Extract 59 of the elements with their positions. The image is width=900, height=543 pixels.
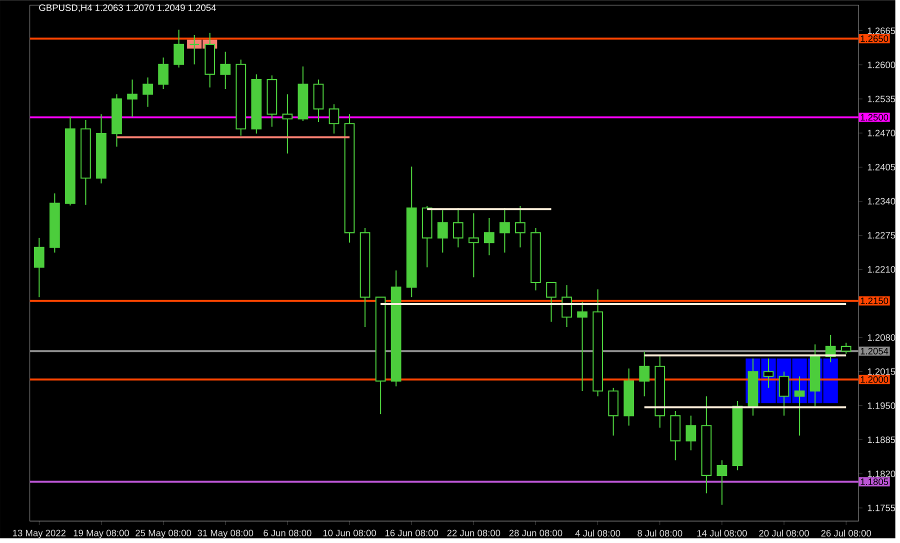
candlestick — [639, 351, 650, 398]
y-tick-label: 1.1885 — [868, 436, 896, 444]
candlestick — [142, 77, 153, 108]
y-tick-label: 1.2015 — [868, 368, 896, 376]
y-tick-label: 1.2470 — [868, 130, 896, 137]
candlestick — [220, 51, 231, 90]
x-tick-label: 26 Jul 08:00 — [821, 530, 872, 537]
candlestick — [686, 415, 696, 452]
candlestick — [34, 238, 44, 298]
candlestick — [778, 371, 790, 416]
ref-line-label: 1.1805 — [860, 478, 888, 486]
candlestick — [437, 210, 448, 254]
candlestick — [282, 94, 293, 154]
x-tick-label: 22 Jun 08:00 — [447, 530, 500, 537]
y-tick-label: 1.2665 — [868, 28, 896, 34]
x-tick-label: 6 Jun 08:00 — [264, 530, 312, 537]
candlestick — [328, 104, 340, 134]
candlestick — [546, 282, 556, 323]
candlestick — [500, 208, 510, 254]
x-tick-label: 19 May 08:00 — [74, 530, 129, 538]
chart-title: GBPUSD,H4 1.2063 1.2070 1.2049 1.2054 — [39, 4, 216, 12]
y-tick-label: 1.1950 — [868, 402, 896, 410]
candlestick — [468, 212, 479, 278]
y-tick-label: 1.1755 — [868, 504, 896, 512]
candlestick — [452, 208, 464, 248]
y-tick-label: 1.2600 — [868, 62, 896, 68]
candlestick — [577, 302, 588, 392]
ref-line-label: 1.2150 — [860, 298, 888, 304]
y-tick-label: 1.2340 — [868, 198, 896, 205]
x-tick-label: 10 Jun 08:00 — [323, 530, 376, 537]
x-tick-label: 16 Jun 08:00 — [385, 530, 438, 537]
x-tick-label: 4 Jul 08:00 — [575, 530, 620, 537]
x-tick-label: 25 May 08:00 — [136, 530, 192, 538]
ref-line-label: 1.2650 — [860, 36, 888, 42]
candlestick — [562, 284, 572, 328]
candlestick — [127, 79, 138, 118]
y-tick-label: 1.1820 — [868, 470, 896, 478]
candlestick — [794, 376, 805, 436]
x-tick-label: 13 May 2022 — [13, 530, 66, 538]
y-tick-label: 1.2275 — [868, 232, 896, 239]
y-tick-label: 1.2080 — [868, 334, 896, 342]
ref-line-label: 1.2000 — [860, 376, 888, 383]
ref-line-label: 1.2500 — [860, 114, 888, 121]
x-tick-label: 14 Jul 08:00 — [697, 530, 747, 537]
x-tick-label: 20 Jul 08:00 — [759, 530, 809, 537]
candlestick — [174, 29, 184, 68]
y-tick-label: 1.2535 — [868, 96, 896, 102]
y-tick-label: 1.2210 — [868, 266, 896, 273]
candlestick — [840, 342, 852, 355]
candlestick — [158, 57, 168, 90]
candlestick — [515, 206, 526, 248]
candlestick — [763, 358, 774, 389]
y-tick-label: 1.2405 — [868, 164, 896, 171]
candlestick — [484, 218, 494, 256]
x-tick-label: 8 Jul 08:00 — [638, 530, 682, 537]
candlestick — [716, 460, 728, 506]
x-tick-label: 31 May 08:00 — [198, 530, 254, 538]
ref-line-label: 1.2054 — [860, 348, 888, 355]
x-tick-label: 28 Jun 08:00 — [509, 530, 562, 537]
